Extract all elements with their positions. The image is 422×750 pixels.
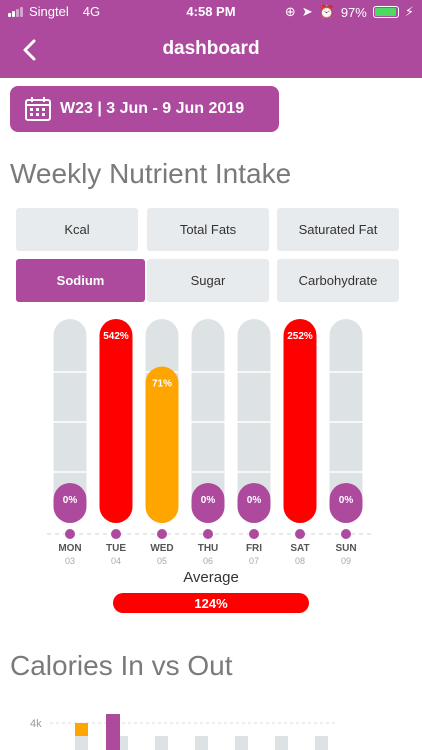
date-label: 07	[249, 556, 259, 566]
bar-label-tue: 542%	[103, 331, 129, 342]
tab-sodium[interactable]: Sodium	[16, 259, 145, 302]
day-dot	[341, 529, 351, 539]
day-label: MON	[58, 543, 81, 554]
calories-bar	[155, 736, 168, 750]
date-label: 04	[111, 556, 121, 566]
bar-sat	[283, 319, 317, 523]
bar-wed	[145, 366, 179, 523]
day-dot	[65, 529, 75, 539]
calories-chart: 4k	[30, 714, 335, 750]
calories-bar	[120, 736, 128, 750]
calories-in-bar	[75, 723, 88, 736]
day-label: FRI	[246, 543, 262, 554]
tab-carbohydrate[interactable]: Carbohydrate	[277, 259, 399, 302]
header: dashboard	[0, 30, 422, 70]
bar-label-fri: 0%	[247, 495, 262, 506]
section-title-calories: Calories In vs Out	[10, 650, 233, 681]
bar-tue	[99, 319, 133, 523]
day-dot	[157, 529, 167, 539]
tab-total-fats[interactable]: Total Fats	[147, 208, 269, 251]
date-label: 03	[65, 556, 75, 566]
average-value: 124%	[194, 595, 228, 611]
date-label: 06	[203, 556, 213, 566]
tab-sugar[interactable]: Sugar	[147, 259, 269, 302]
calories-bar	[75, 736, 88, 750]
average-label: Average	[183, 569, 239, 586]
battery-percent: 97%	[340, 4, 367, 20]
calories-out-bar	[106, 714, 120, 750]
battery-icon	[372, 6, 399, 18]
calories-bar	[235, 736, 248, 750]
day-dot	[249, 529, 259, 539]
bar-fri	[237, 483, 271, 523]
calories-bar	[195, 736, 208, 750]
y-tick-4k: 4k	[30, 718, 42, 730]
alarm-icon: ⏰	[318, 4, 335, 19]
network-type: 4G	[82, 4, 101, 19]
date-label: 05	[157, 556, 167, 566]
charging-icon: ⚡	[404, 4, 414, 19]
day-label: SAT	[290, 543, 309, 554]
week-selector-button[interactable]: W23 | 3 Jun - 9 Jun 2019	[10, 86, 279, 132]
day-label: THU	[198, 543, 219, 554]
bar-label-thu: 0%	[201, 495, 216, 506]
signal-icon	[8, 6, 23, 17]
section-title-nutrient: Weekly Nutrient Intake	[10, 158, 292, 189]
day-label: WED	[150, 543, 173, 554]
day-dot	[295, 529, 305, 539]
day-dot	[111, 529, 121, 539]
bar-label-wed: 71%	[152, 379, 172, 390]
carrier-name: Singtel	[29, 4, 69, 19]
bar-label-sun: 0%	[339, 495, 354, 506]
bar-sun	[329, 483, 363, 523]
week-label: W23 | 3 Jun - 9 Jun 2019	[60, 100, 245, 117]
date-label: 08	[295, 556, 305, 566]
calories-bar	[275, 736, 288, 750]
calories-bar	[315, 736, 328, 750]
top-bar: Singtel 4G 4:58 PM ⊕ ➤ ⏰ 97% ⚡ dashboard	[0, 0, 422, 78]
calendar-icon	[25, 97, 51, 121]
day-dot	[203, 529, 213, 539]
tab-saturated-fat[interactable]: Saturated Fat	[277, 208, 399, 251]
day-label: SUN	[335, 543, 356, 554]
bar-mon	[53, 483, 87, 523]
bar-thu	[191, 483, 225, 523]
page-title: dashboard	[162, 38, 260, 59]
date-label: 09	[341, 556, 351, 566]
average-bar: 124%	[113, 593, 309, 613]
nutrient-bar-chart: 0% MON 03 542% TUE 04 71% WED 05 0% THU 06 0% FRI 07 25…	[47, 319, 375, 566]
location-icon: ➤	[301, 4, 313, 19]
chevron-left-icon[interactable]	[16, 36, 44, 64]
clock: 4:58 PM	[186, 4, 236, 19]
status-bar: Singtel 4G 4:58 PM ⊕ ➤ ⏰ 97% ⚡	[0, 0, 422, 22]
tab-kcal[interactable]: Kcal	[16, 208, 138, 251]
bar-label-sat: 252%	[287, 331, 313, 342]
day-label: TUE	[106, 543, 126, 554]
bar-label-mon: 0%	[63, 495, 78, 506]
lock-rotation-icon: ⊕	[284, 4, 296, 19]
